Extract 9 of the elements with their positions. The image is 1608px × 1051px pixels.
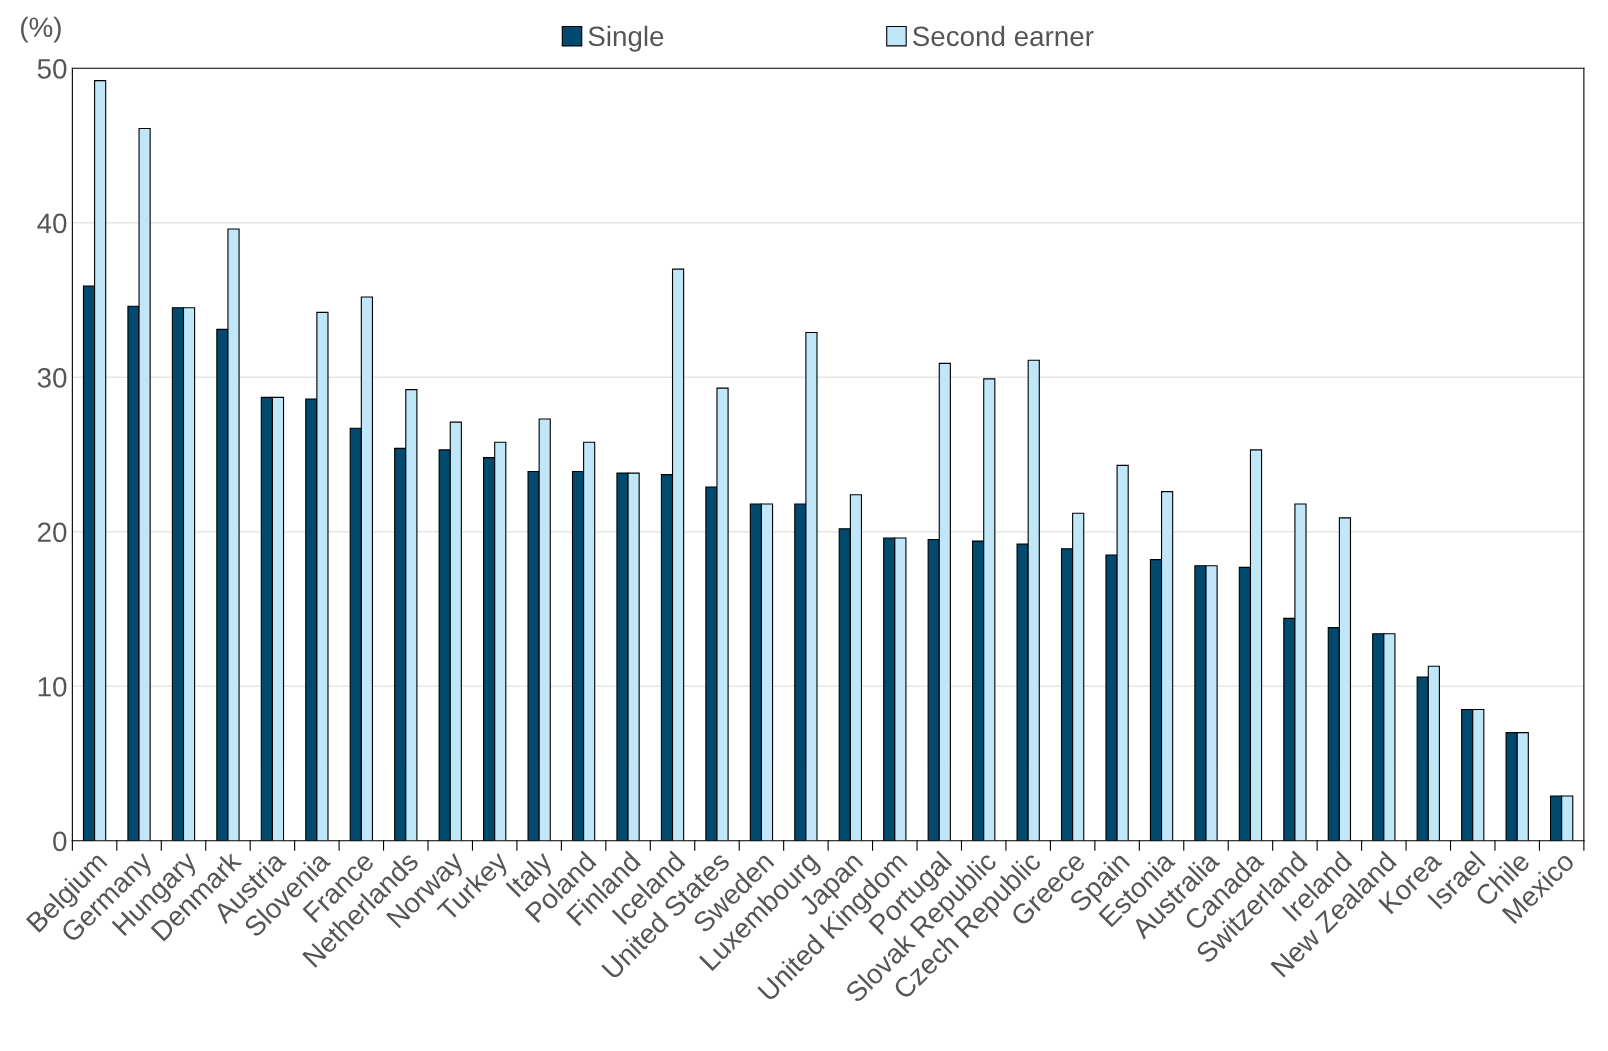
- y-tick-label: 10: [38, 676, 67, 697]
- legend-label: Second earner: [913, 25, 1094, 47]
- y-tick-label: 0: [53, 831, 67, 852]
- legend-label: Single: [588, 25, 664, 52]
- y-tick-label: 30: [37, 367, 67, 388]
- y-axis-title: (%): [21, 16, 61, 43]
- y-tick-label: 20: [38, 522, 67, 543]
- y-tick-label: 50: [37, 58, 67, 79]
- y-tick-label: 40: [37, 213, 67, 234]
